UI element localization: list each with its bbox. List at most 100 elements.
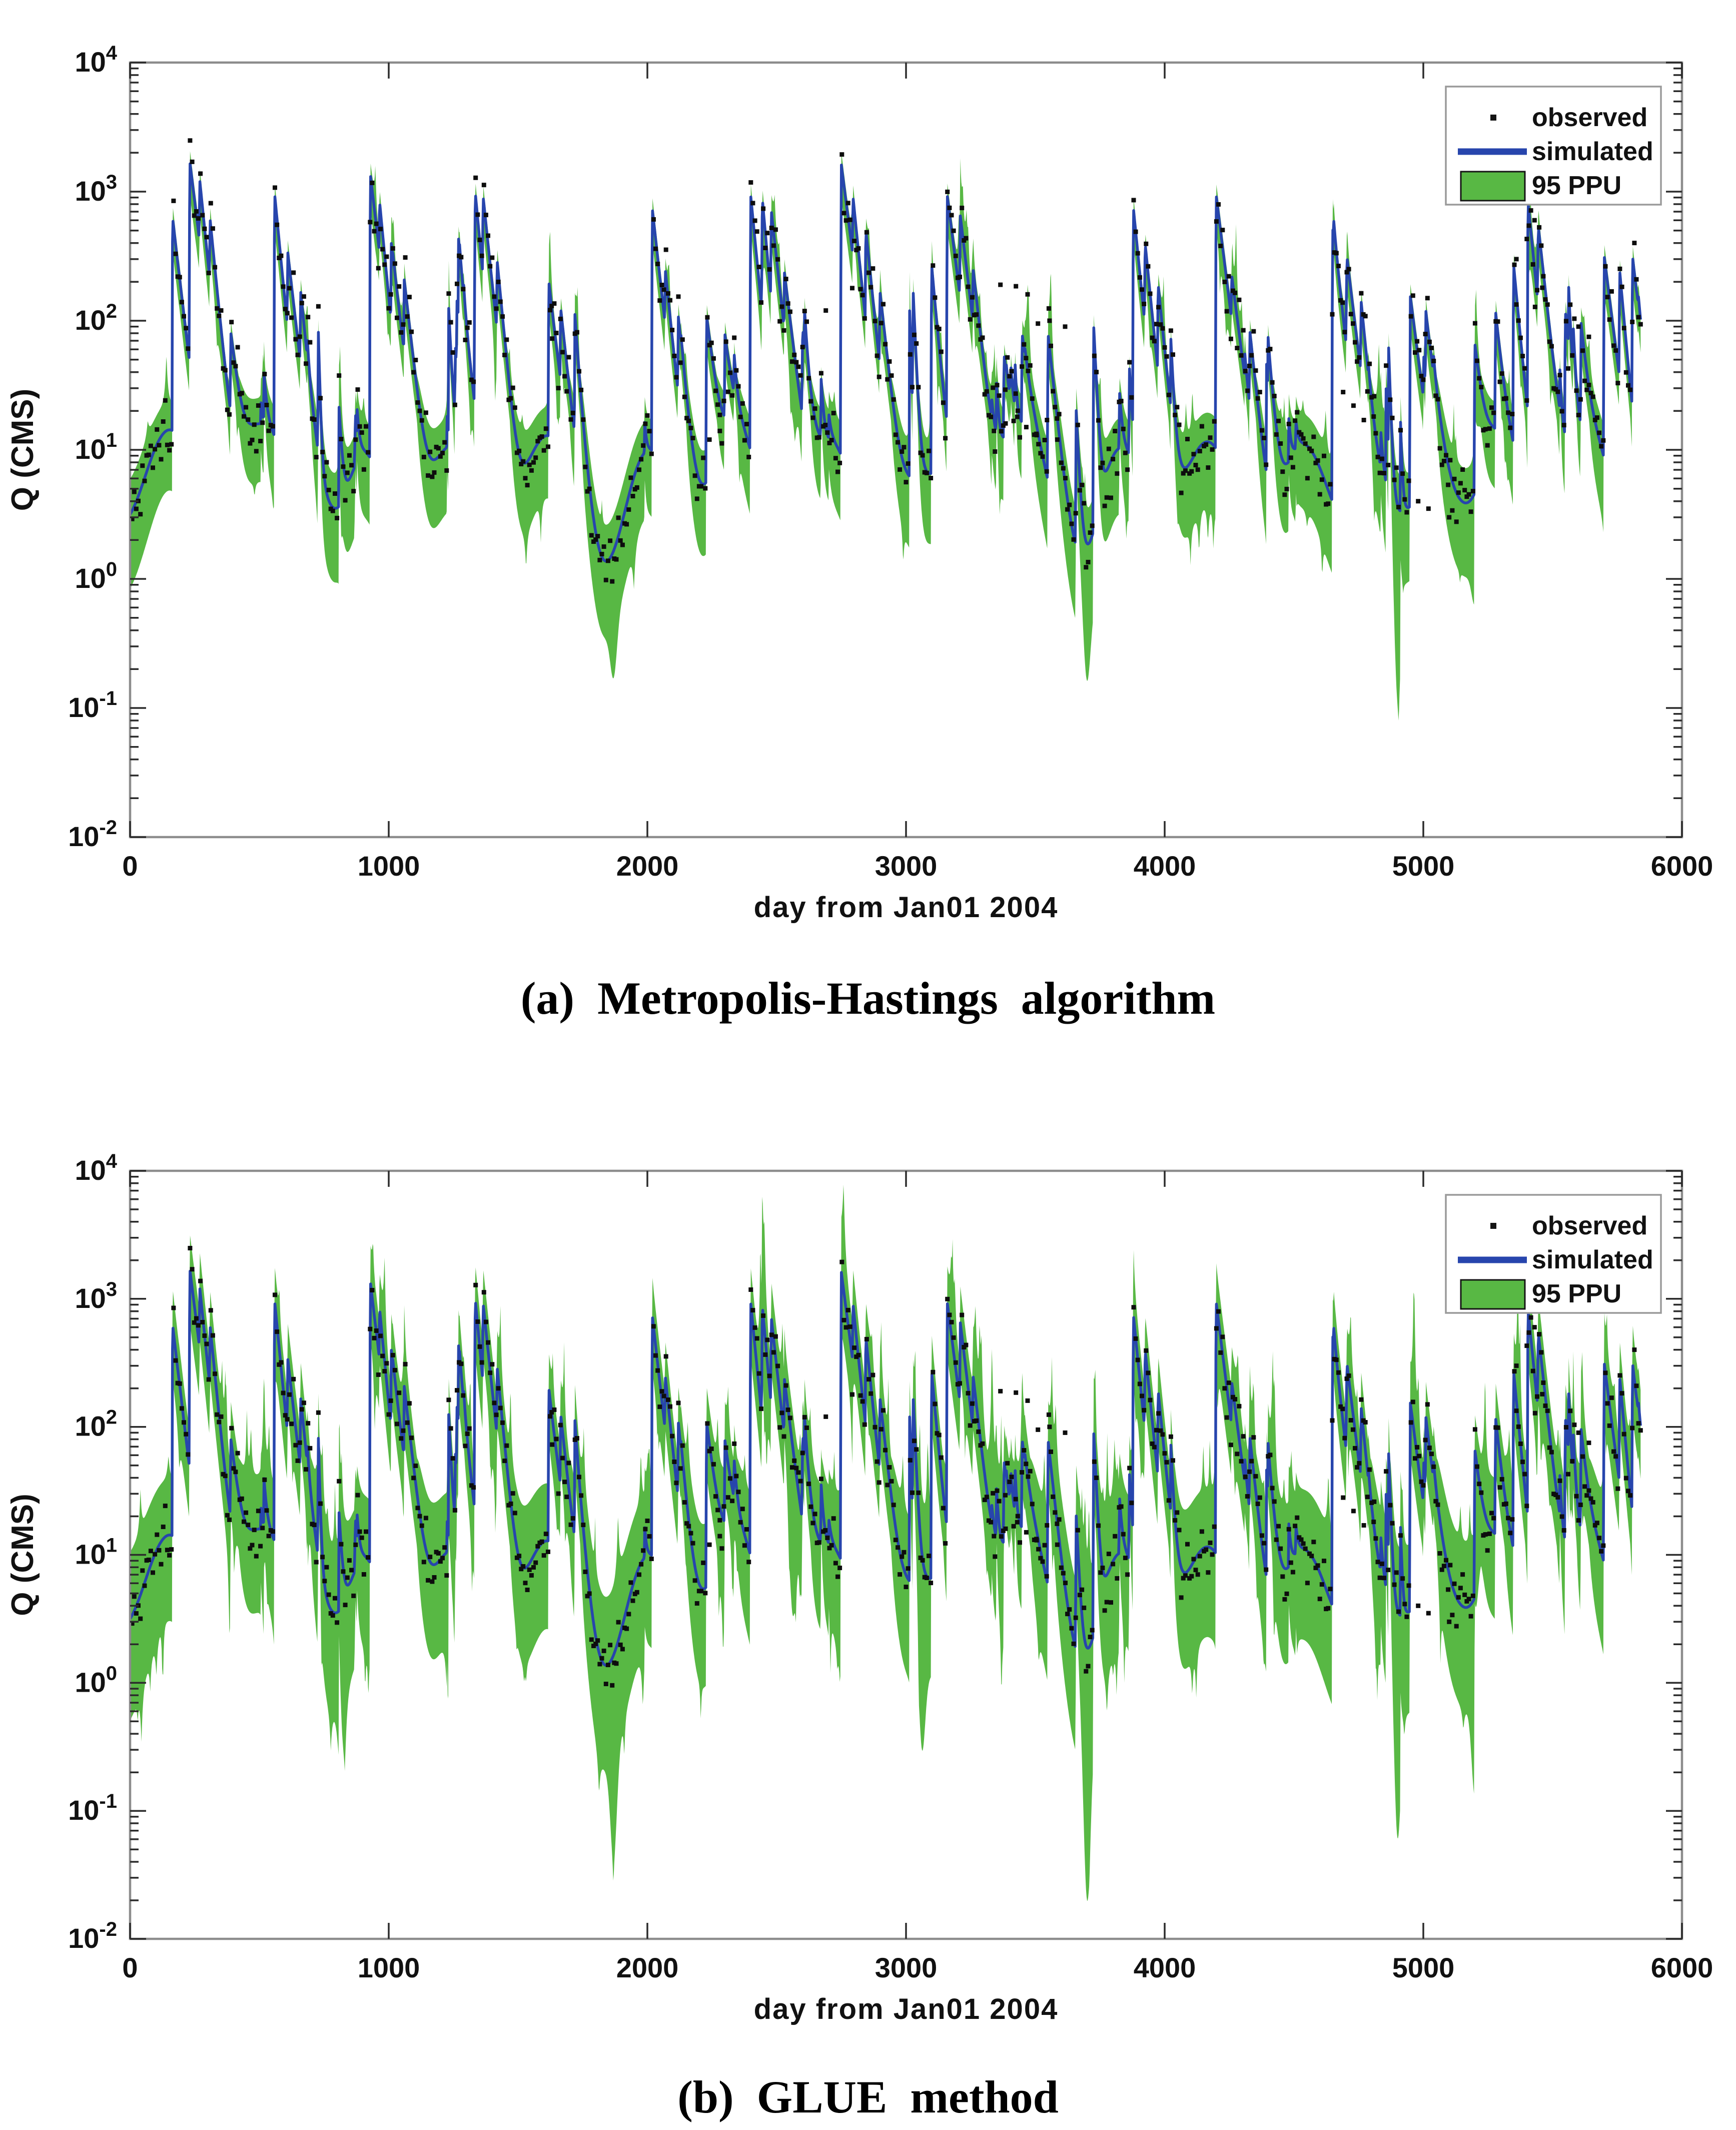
y-axis-tick-label: 10-1 (68, 687, 117, 723)
observed-point (132, 489, 137, 494)
observed-point (498, 1405, 503, 1410)
observed-point (595, 1638, 600, 1643)
observed-point (1341, 390, 1346, 395)
observed-point (548, 308, 553, 313)
observed-point (295, 352, 300, 357)
observed-point (308, 340, 313, 345)
observed-point (1237, 1403, 1242, 1408)
observed-point (984, 389, 989, 394)
observed-point (1255, 1502, 1260, 1506)
observed-point (287, 1392, 292, 1397)
observed-point (1514, 1408, 1519, 1413)
observed-point (1102, 503, 1107, 508)
observed-point (384, 254, 389, 259)
observed-point (1530, 262, 1535, 267)
observed-point (1177, 1528, 1182, 1533)
observed-point (883, 1448, 888, 1453)
observed-point (1516, 1424, 1521, 1429)
observed-point (1185, 437, 1190, 441)
observed-point (1396, 504, 1401, 509)
observed-point (1429, 345, 1434, 350)
observed-point (1628, 1493, 1633, 1498)
observed-point (1330, 1418, 1335, 1423)
observed-point (419, 1523, 424, 1528)
observed-point (1415, 1445, 1420, 1450)
observed-point (889, 373, 894, 378)
observed-point (370, 181, 375, 185)
observed-point (361, 1572, 366, 1577)
observed-point (796, 1470, 801, 1475)
observed-point (1431, 1464, 1436, 1469)
observed-point (1522, 366, 1527, 371)
observed-point (1574, 1494, 1579, 1499)
observed-point (1317, 1597, 1322, 1602)
observed-point (694, 496, 699, 501)
observed-point (1317, 492, 1322, 497)
observed-point (359, 430, 364, 435)
observed-point (1328, 482, 1333, 487)
observed-point (879, 321, 884, 326)
observed-point (1472, 1427, 1477, 1432)
observed-point (285, 311, 290, 316)
observed-point (659, 283, 664, 287)
observed-point (1224, 309, 1229, 314)
observed-point (1195, 467, 1200, 472)
observed-point (498, 299, 503, 304)
observed-point (1398, 1533, 1403, 1538)
observed-point (1175, 1510, 1180, 1515)
observed-point (1361, 1523, 1366, 1528)
observed-point (1630, 1426, 1635, 1431)
observed-point (684, 416, 689, 421)
observed-point (715, 402, 720, 407)
observed-point (1506, 410, 1511, 415)
observed-point (964, 236, 969, 241)
observed-point (1233, 1397, 1238, 1401)
observed-point (1373, 1536, 1378, 1541)
observed-point (585, 489, 590, 494)
observed-point (1212, 1524, 1217, 1529)
observed-point (1572, 316, 1577, 321)
observed-point (1516, 318, 1521, 323)
observed-point (852, 1345, 857, 1350)
observed-point (535, 439, 540, 444)
observed-point (1150, 1441, 1155, 1446)
observed-point (900, 449, 905, 454)
observed-point (1396, 1609, 1401, 1614)
observed-point (1313, 1566, 1318, 1571)
observed-point (1284, 1591, 1289, 1596)
observed-point (512, 405, 517, 410)
observed-point (643, 1527, 648, 1532)
observed-point (912, 1439, 917, 1444)
observed-point (465, 1432, 470, 1436)
observed-point (1129, 1501, 1134, 1506)
observed-point (1067, 1607, 1072, 1612)
observed-point (483, 213, 488, 218)
observed-point (1520, 1460, 1525, 1465)
observed-point (670, 328, 675, 333)
observed-point (982, 392, 987, 397)
observed-point (1259, 428, 1264, 433)
observed-point (535, 1544, 540, 1549)
observed-point (875, 1459, 880, 1464)
observed-point (614, 1661, 619, 1666)
y-axis-tick-label: 103 (75, 1278, 117, 1314)
observed-point (1222, 279, 1227, 284)
observed-point (326, 487, 331, 492)
observed-point (823, 308, 828, 313)
observed-point (579, 387, 584, 392)
observed-point (163, 398, 168, 403)
observed-point (1539, 243, 1544, 248)
observed-point (742, 1543, 747, 1548)
observed-point (902, 445, 907, 450)
observed-point (968, 317, 973, 322)
observed-point (1578, 1503, 1583, 1507)
observed-point (1111, 457, 1116, 462)
observed-point (138, 512, 143, 517)
observed-point (1475, 1464, 1479, 1469)
observed-point (875, 353, 880, 358)
observed-point (699, 484, 703, 489)
observed-point (1423, 332, 1428, 337)
observed-point (1479, 1490, 1484, 1495)
observed-point (165, 1548, 170, 1553)
observed-point (333, 1596, 337, 1601)
